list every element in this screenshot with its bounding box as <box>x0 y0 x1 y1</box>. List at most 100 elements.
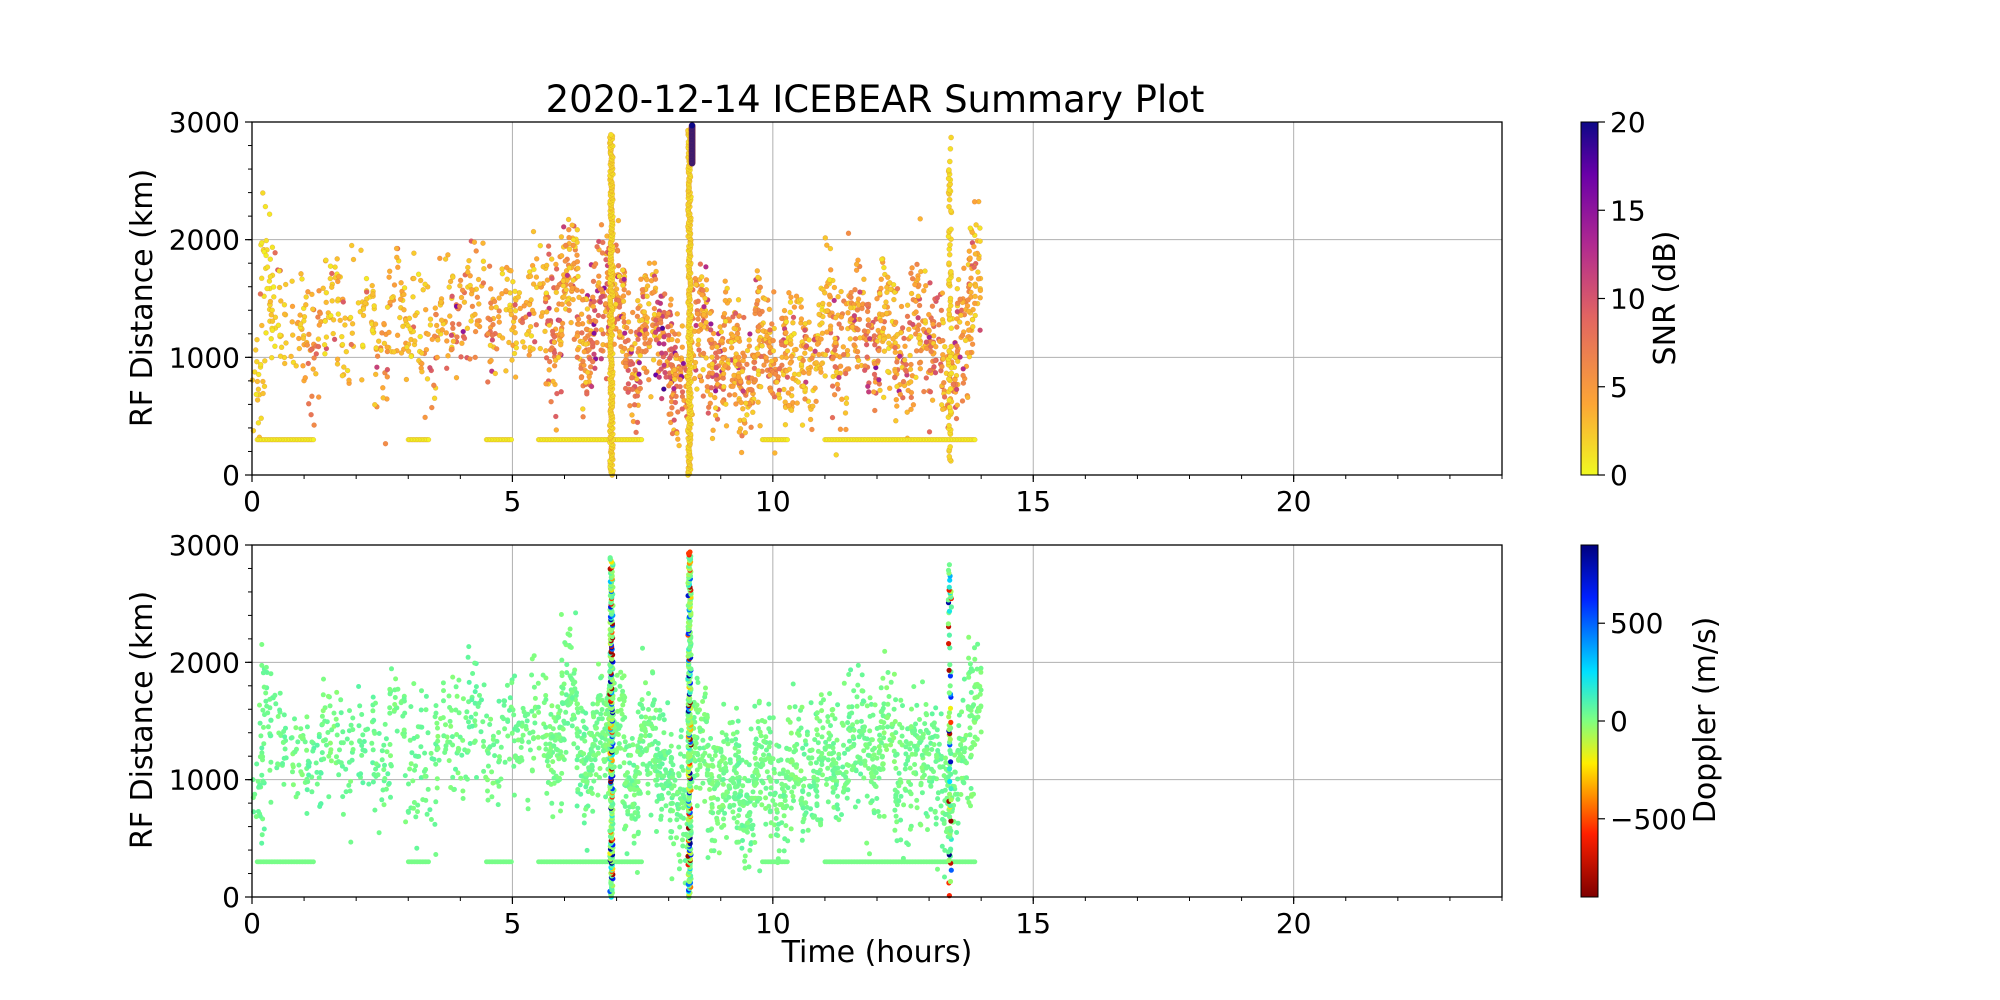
data-point <box>646 376 652 383</box>
data-point <box>473 684 479 690</box>
data-point <box>732 310 739 316</box>
data-point <box>946 422 952 429</box>
data-point <box>808 784 813 790</box>
data-point <box>487 722 493 727</box>
data-point <box>708 795 714 801</box>
data-point <box>512 302 518 308</box>
colorbar-tick-label: 5 <box>1610 371 1628 404</box>
data-point <box>948 325 955 332</box>
data-point <box>473 248 479 254</box>
data-point <box>415 271 422 278</box>
data-point <box>634 870 640 875</box>
data-point <box>624 851 630 857</box>
data-point <box>799 422 806 428</box>
data-point <box>581 820 587 826</box>
data-point <box>658 320 664 326</box>
data-point <box>495 313 502 320</box>
data-point <box>348 839 354 845</box>
data-point <box>614 247 621 253</box>
data-point <box>679 323 686 329</box>
data-point <box>628 346 635 352</box>
data-point <box>565 216 572 223</box>
data-point <box>349 321 356 327</box>
data-point <box>677 786 683 792</box>
data-point <box>527 747 533 753</box>
data-point <box>784 745 790 751</box>
data-point <box>260 190 266 196</box>
data-point <box>642 321 648 328</box>
data-point <box>267 733 273 739</box>
data-point <box>667 302 674 308</box>
data-point <box>642 747 648 753</box>
data-point <box>851 313 858 319</box>
data-point <box>695 680 701 685</box>
data-point <box>715 820 721 826</box>
data-point <box>718 746 724 752</box>
data-point <box>254 761 260 767</box>
data-point <box>544 277 551 283</box>
data-point <box>255 420 262 426</box>
data-point <box>762 296 768 302</box>
data-point <box>533 322 540 328</box>
data-point <box>309 291 315 298</box>
data-point <box>496 308 502 314</box>
data-point <box>304 342 311 348</box>
data-point <box>306 331 312 338</box>
data-point <box>922 268 928 274</box>
data-point <box>908 290 915 297</box>
data-point <box>671 385 677 392</box>
data-point <box>481 682 487 688</box>
data-point <box>622 804 628 809</box>
data-point <box>768 785 774 791</box>
data-point <box>737 378 744 385</box>
data-point <box>738 449 745 456</box>
data-point <box>824 242 830 248</box>
data-point <box>472 328 479 335</box>
data-point <box>716 348 722 355</box>
data-point <box>576 294 582 301</box>
data-point <box>713 365 720 371</box>
data-point <box>543 262 550 269</box>
data-point <box>268 312 275 318</box>
data-point <box>484 713 490 719</box>
data-point <box>569 723 575 729</box>
data-point <box>598 347 604 353</box>
data-point <box>656 360 662 367</box>
data-point <box>310 748 316 754</box>
data-point <box>543 355 550 361</box>
data-point <box>302 375 309 381</box>
data-point <box>815 748 821 754</box>
data-point <box>553 289 560 296</box>
data-point <box>842 370 849 377</box>
data-point <box>572 686 578 692</box>
data-point <box>413 753 418 759</box>
data-point <box>947 386 954 392</box>
data-point <box>941 394 948 400</box>
data-point <box>700 312 707 318</box>
data-point <box>512 329 518 336</box>
data-point <box>668 743 674 749</box>
data-point <box>412 338 418 344</box>
data-point <box>776 758 781 764</box>
data-point <box>502 726 508 732</box>
data-point <box>316 288 322 294</box>
data-point <box>740 783 746 789</box>
data-point <box>348 778 354 784</box>
data-point <box>532 720 538 726</box>
data-point <box>575 316 582 322</box>
data-point <box>315 336 322 342</box>
data-point <box>405 808 411 814</box>
data-point <box>894 331 901 338</box>
data-point <box>316 734 322 740</box>
data-point <box>570 277 577 283</box>
data-point <box>282 734 288 740</box>
data-point <box>621 734 627 740</box>
data-point <box>475 704 481 709</box>
data-point <box>964 394 971 401</box>
data-point <box>838 325 845 331</box>
data-point <box>620 293 627 299</box>
data-point <box>799 837 805 843</box>
data-point <box>384 366 391 373</box>
data-point <box>628 375 635 381</box>
data-point <box>453 707 459 713</box>
